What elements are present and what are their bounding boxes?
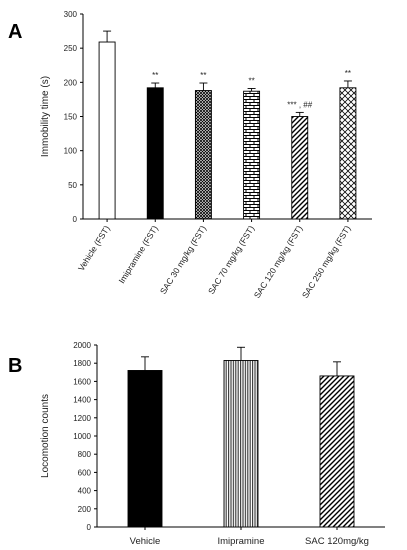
x-category-label: Vehicle (FST) xyxy=(76,224,112,273)
y-tick-label: 0 xyxy=(73,215,78,224)
y-tick-label: 1000 xyxy=(73,432,91,441)
y-tick-label: 200 xyxy=(78,505,92,514)
x-category-label: SAC 250 mg/kg (FST) xyxy=(300,224,353,300)
y-tick-label: 1200 xyxy=(73,414,91,423)
y-tick-label: 1400 xyxy=(73,396,91,405)
bar xyxy=(223,360,259,528)
y-tick-label: 300 xyxy=(64,10,78,19)
bar xyxy=(146,87,164,220)
bar xyxy=(319,375,355,528)
x-category-label: SAC 120 mg/kg (FST) xyxy=(252,224,305,300)
x-category-label: Imipramine xyxy=(218,536,265,547)
significance-label: ** xyxy=(345,69,351,78)
y-tick-label: 2000 xyxy=(73,341,91,350)
y-tick-label: 0 xyxy=(87,523,92,532)
significance-label: ** xyxy=(248,76,254,85)
chart-a: 0 50 100 150 200 250 300 Immobility time (s) Veh… xyxy=(40,10,372,300)
significance-label: ** xyxy=(200,71,206,80)
bar xyxy=(243,90,261,220)
bar xyxy=(291,116,309,220)
y-tick-label: 600 xyxy=(78,468,92,477)
bar xyxy=(127,370,163,528)
y-tick-label: 1800 xyxy=(73,359,91,368)
y-tick-label: 150 xyxy=(64,113,78,122)
y-tick-label: 800 xyxy=(78,450,92,459)
panel-label-a: A xyxy=(8,21,22,43)
x-category-label: SAC 120mg/kg xyxy=(305,536,369,547)
y-axis-label: Immobility time (s) xyxy=(40,76,51,157)
x-category-label: Imipramine (FST) xyxy=(116,224,160,286)
y-tick-label: 250 xyxy=(64,44,78,53)
bar xyxy=(339,87,357,220)
y-tick-label: 50 xyxy=(68,181,77,190)
significance-label: *** , ## xyxy=(287,100,312,109)
y-tick-label: 100 xyxy=(64,147,78,156)
bar xyxy=(98,41,116,220)
x-category-label: SAC 30 mg/kg (FST) xyxy=(158,224,208,296)
chart-b: 0 200 400 600 800 1000 1200 1400 1600 1800 2000 Loc… xyxy=(40,341,385,547)
bar xyxy=(194,90,212,220)
y-axis-label: Locomotion counts xyxy=(40,394,51,478)
x-category-label: Vehicle xyxy=(130,536,161,547)
x-category-label: SAC 70 mg/kg (FST) xyxy=(206,224,256,296)
y-tick-label: 1600 xyxy=(73,377,91,386)
y-tick-label: 400 xyxy=(78,487,92,496)
panel-label-b: B xyxy=(8,355,22,377)
y-tick-label: 200 xyxy=(64,78,78,87)
significance-label: ** xyxy=(152,71,158,80)
